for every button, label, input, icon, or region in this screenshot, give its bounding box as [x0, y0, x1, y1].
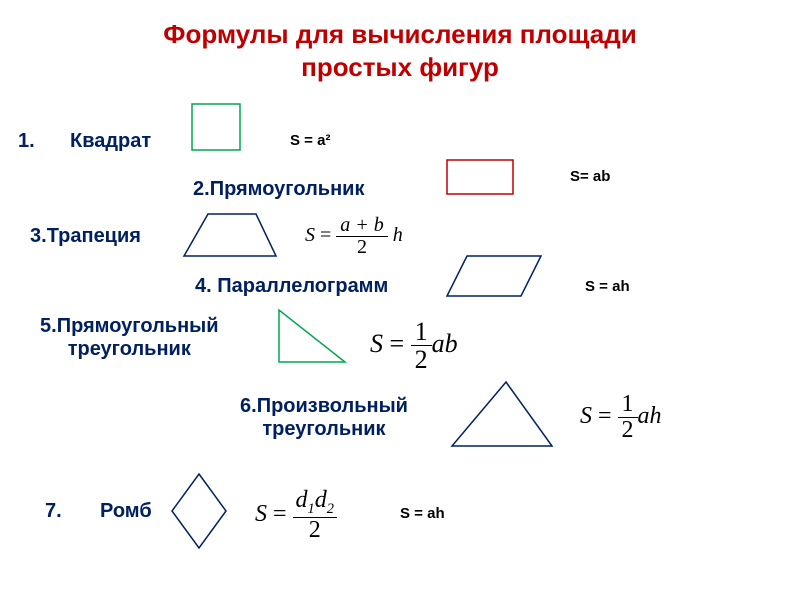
rhomb-shape: [168, 470, 230, 552]
atri-formula: S = 12ah: [580, 392, 662, 443]
item-rtri-label: 5.Прямоугольный треугольник: [40, 315, 219, 361]
title-line2: простых фигур: [301, 52, 499, 82]
item-square-num: 1.: [18, 130, 35, 153]
rect-formula: S= ab: [570, 168, 610, 185]
atri-shape: [448, 378, 558, 450]
item-trap-label: 3.Трапеция: [30, 225, 141, 248]
square-shape: [190, 102, 245, 152]
rtri-shape: [275, 306, 349, 366]
trap-shape: [180, 210, 280, 260]
rect-shape: [445, 158, 517, 198]
title-line1: Формулы для вычисления площади: [163, 19, 636, 49]
item-square-label: Квадрат: [70, 130, 151, 153]
page-title: Формулы для вычисления площади простых ф…: [0, 0, 800, 83]
para-shape: [445, 252, 545, 300]
rhomb-formula: S = d1d22: [255, 488, 337, 543]
rtri-formula: S = 12ab: [370, 318, 458, 374]
item-atri-label: 6.Произвольный треугольник: [240, 395, 408, 441]
item-rhomb-label: Ромб: [100, 500, 152, 523]
square-formula: S = a²: [290, 132, 330, 149]
item-para-label: 4. Параллелограмм: [195, 275, 388, 298]
para-formula: S = ah: [585, 278, 630, 295]
trap-formula: S = a + b2 h: [305, 215, 403, 258]
item-rhomb-num: 7.: [45, 500, 62, 523]
rhomb-formula2: S = ah: [400, 505, 445, 522]
item-rect-label: 2.Прямоугольник: [193, 178, 364, 201]
